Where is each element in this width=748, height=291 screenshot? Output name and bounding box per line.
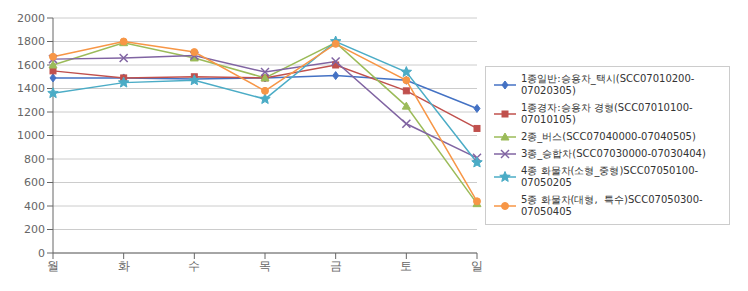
svg-text:800: 800 (24, 153, 45, 166)
svg-text:금: 금 (330, 259, 342, 273)
svg-text:1400: 1400 (17, 82, 45, 95)
svg-text:월: 월 (47, 259, 59, 273)
svg-text:일: 일 (471, 259, 483, 273)
html-text:4종 화물차(소형_중형)SCC07050100- 0705: 4종 화물차(소형_중형)SCC07050100- 07050205 (521, 165, 699, 188)
svg-text:목: 목 (259, 259, 271, 273)
svg-text:1800: 1800 (17, 35, 45, 48)
svg-text:2000: 2000 (17, 12, 45, 25)
svg-text:수: 수 (188, 259, 200, 273)
svg-text:1600: 1600 (17, 59, 45, 72)
svg-text:600: 600 (24, 176, 45, 189)
svg-text:0: 0 (38, 247, 45, 260)
svg-text:400: 400 (24, 200, 45, 213)
svg-text:1000: 1000 (17, 129, 45, 142)
svg-text:1200: 1200 (17, 106, 45, 119)
html-text:3종_승합차(SCC07030000-07030404): 3종_승합차(SCC07030000-07030404) (521, 148, 706, 159)
svg-text:200: 200 (24, 223, 45, 236)
html-text:5종 화물차(대형, 특수)SCC07050300- 070: 5종 화물차(대형, 특수)SCC07050300- 07050405 (521, 194, 703, 217)
html-text:2종_버스(SCC07040000-07040505): 2종_버스(SCC07040000-07040505) (521, 131, 696, 142)
html-text:1종경자:승용차 경형(SCC07010100- 07010: 1종경자:승용차 경형(SCC07010100- 07010105) (521, 102, 693, 125)
svg-text:화: 화 (118, 259, 130, 273)
svg-text:토: 토 (400, 259, 412, 273)
html-text:1종일반:승용차_택시(SCC07010200- 07020: 1종일반:승용차_택시(SCC07010200- 07020305) (521, 73, 695, 96)
